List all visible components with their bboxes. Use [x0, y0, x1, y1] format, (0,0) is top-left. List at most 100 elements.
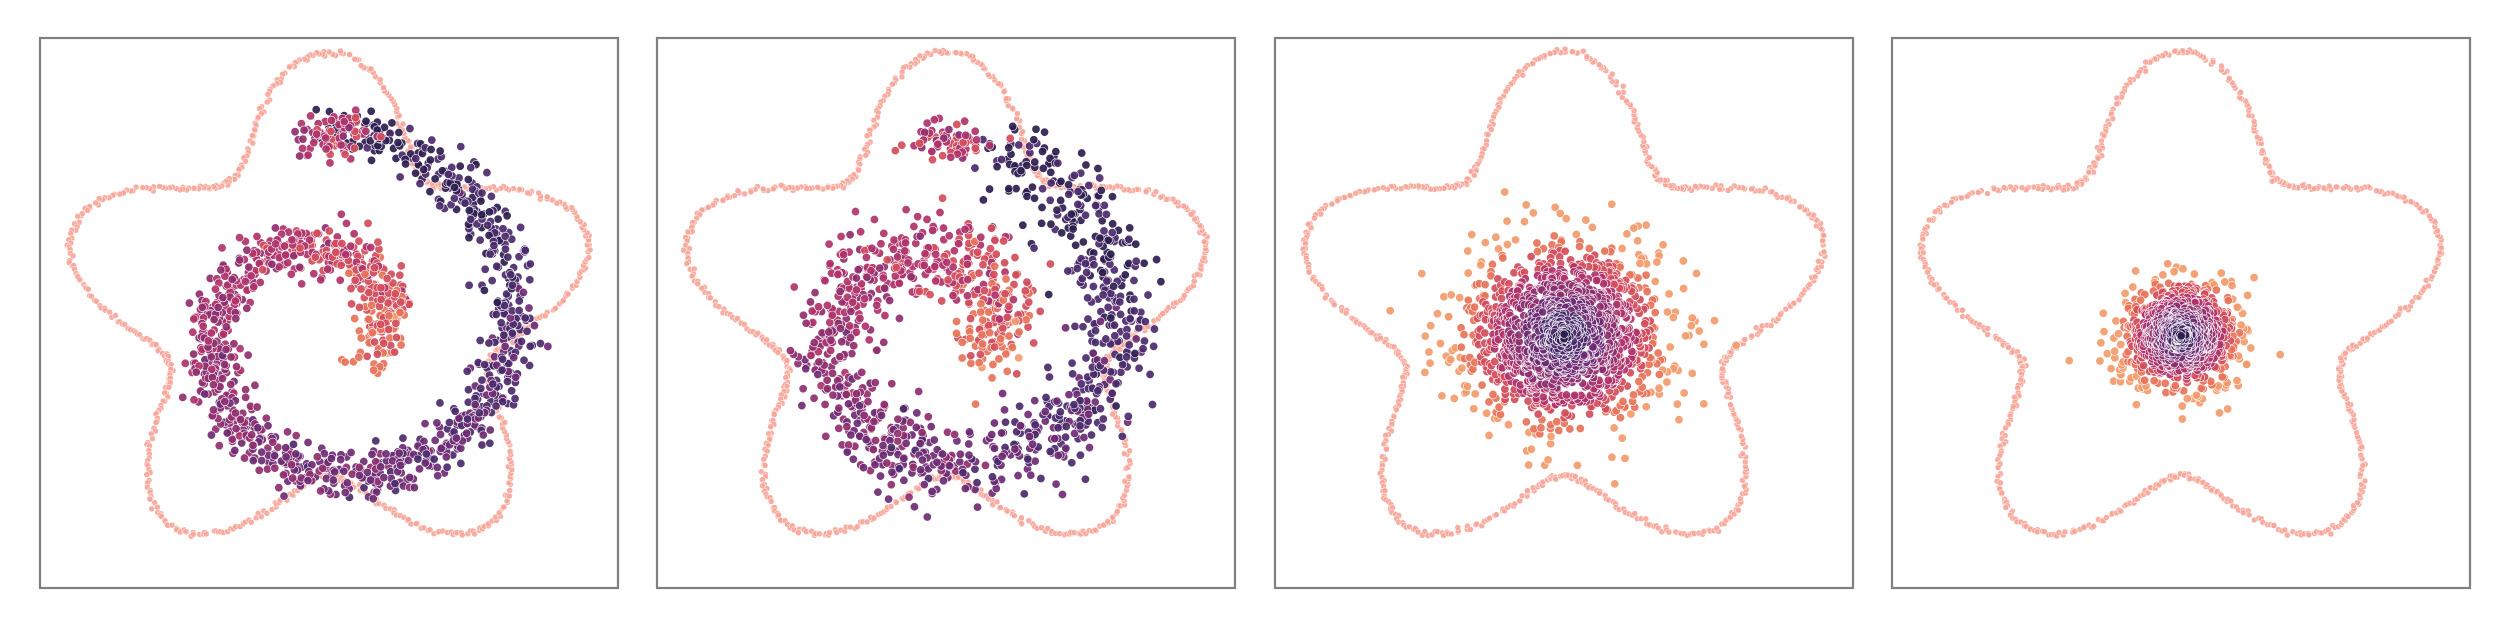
- sample-point: [226, 379, 236, 389]
- sample-point: [340, 149, 350, 159]
- sample-point: [221, 345, 231, 355]
- sample-point: [989, 270, 999, 280]
- sample-point: [1152, 255, 1162, 265]
- sample-point: [862, 272, 872, 282]
- sample-point: [1658, 240, 1668, 250]
- sample-point: [1045, 259, 1055, 269]
- sample-point: [474, 408, 484, 418]
- sample-point: [1067, 358, 1077, 368]
- sample-point: [1000, 289, 1010, 299]
- sample-point: [356, 333, 366, 343]
- boundary-point: [459, 531, 466, 539]
- sample-point: [1067, 458, 1077, 468]
- sample-point: [1066, 209, 1076, 219]
- boundary-point: [1305, 268, 1313, 276]
- sample-point: [366, 155, 376, 165]
- sample-point: [901, 438, 911, 448]
- sample-point: [966, 358, 976, 368]
- sample-point: [281, 452, 291, 462]
- sample-point: [1108, 219, 1118, 229]
- sample-point: [798, 384, 808, 394]
- sample-point: [915, 138, 925, 148]
- sample-point: [833, 269, 843, 279]
- sample-point: [964, 450, 974, 460]
- sample-point: [510, 394, 520, 404]
- sample-point: [1011, 270, 1021, 280]
- sample-point: [1030, 157, 1040, 167]
- boundary-point: [1018, 520, 1025, 528]
- sample-point: [297, 279, 307, 289]
- sample-point: [1023, 454, 1033, 464]
- sample-point: [336, 455, 346, 465]
- sample-point: [390, 289, 400, 299]
- sample-point: [262, 464, 272, 474]
- sample-point: [813, 369, 823, 379]
- scatter-panel-3: [1273, 36, 1855, 590]
- boundary-point: [1331, 301, 1338, 308]
- sample-point: [340, 357, 350, 367]
- sample-point: [463, 414, 473, 424]
- sample-point: [1093, 163, 1103, 173]
- sample-point: [842, 447, 852, 457]
- boundary-point: [887, 503, 895, 510]
- sample-point: [925, 290, 935, 300]
- sample-point: [503, 252, 513, 262]
- sample-point: [855, 401, 865, 411]
- sample-point: [920, 249, 930, 259]
- sample-point: [990, 290, 1000, 300]
- sample-point: [240, 453, 250, 463]
- sample-point: [1699, 339, 1709, 349]
- sample-point: [310, 252, 320, 262]
- sample-point: [382, 274, 392, 284]
- sample-point: [943, 275, 953, 285]
- sample-point: [267, 259, 277, 269]
- boundary-point: [189, 531, 197, 538]
- boundary-point: [741, 190, 748, 198]
- sample-point: [938, 476, 948, 486]
- sample-point: [1122, 352, 1132, 362]
- sample-point: [1046, 219, 1056, 229]
- sample-point: [1073, 187, 1083, 197]
- boundary-point: [1767, 322, 1775, 329]
- boundary-point: [235, 165, 243, 173]
- sample-point: [904, 492, 914, 502]
- boundary-point: [1713, 524, 1720, 532]
- sample-point: [1139, 258, 1149, 268]
- sample-point: [466, 214, 476, 224]
- sample-point: [859, 410, 869, 420]
- sample-point: [1061, 432, 1071, 442]
- sample-point: [1007, 342, 1017, 352]
- sample-point: [990, 235, 1000, 245]
- sample-point: [1149, 324, 1159, 334]
- sample-point: [336, 260, 346, 270]
- sample-point: [828, 390, 838, 400]
- sample-point: [299, 125, 309, 135]
- sample-point: [436, 443, 446, 453]
- sample-point: [1156, 277, 1166, 287]
- sample-point: [974, 268, 984, 278]
- sample-point: [1561, 214, 1571, 224]
- sample-point: [1064, 390, 1074, 400]
- sample-point: [1020, 286, 1030, 296]
- boundary-point: [760, 456, 767, 463]
- sample-point: [1480, 238, 1490, 248]
- sample-point: [420, 458, 430, 468]
- sample-point: [268, 437, 278, 447]
- sample-point: [922, 214, 932, 224]
- boundary-point: [1126, 447, 1133, 455]
- sample-point: [349, 229, 359, 239]
- sample-point: [1424, 347, 1434, 357]
- sample-point: [189, 395, 199, 405]
- sample-point: [393, 138, 403, 148]
- boundary-point: [747, 188, 755, 196]
- sample-point: [363, 218, 373, 228]
- sample-point: [341, 249, 351, 259]
- sample-point: [396, 340, 406, 350]
- sample-point: [254, 465, 264, 475]
- sample-point: [835, 382, 845, 392]
- sample-point: [394, 127, 404, 137]
- sample-point: [336, 140, 346, 150]
- sample-point: [1502, 240, 1512, 250]
- sample-point: [1488, 389, 1498, 399]
- sample-point: [220, 397, 230, 407]
